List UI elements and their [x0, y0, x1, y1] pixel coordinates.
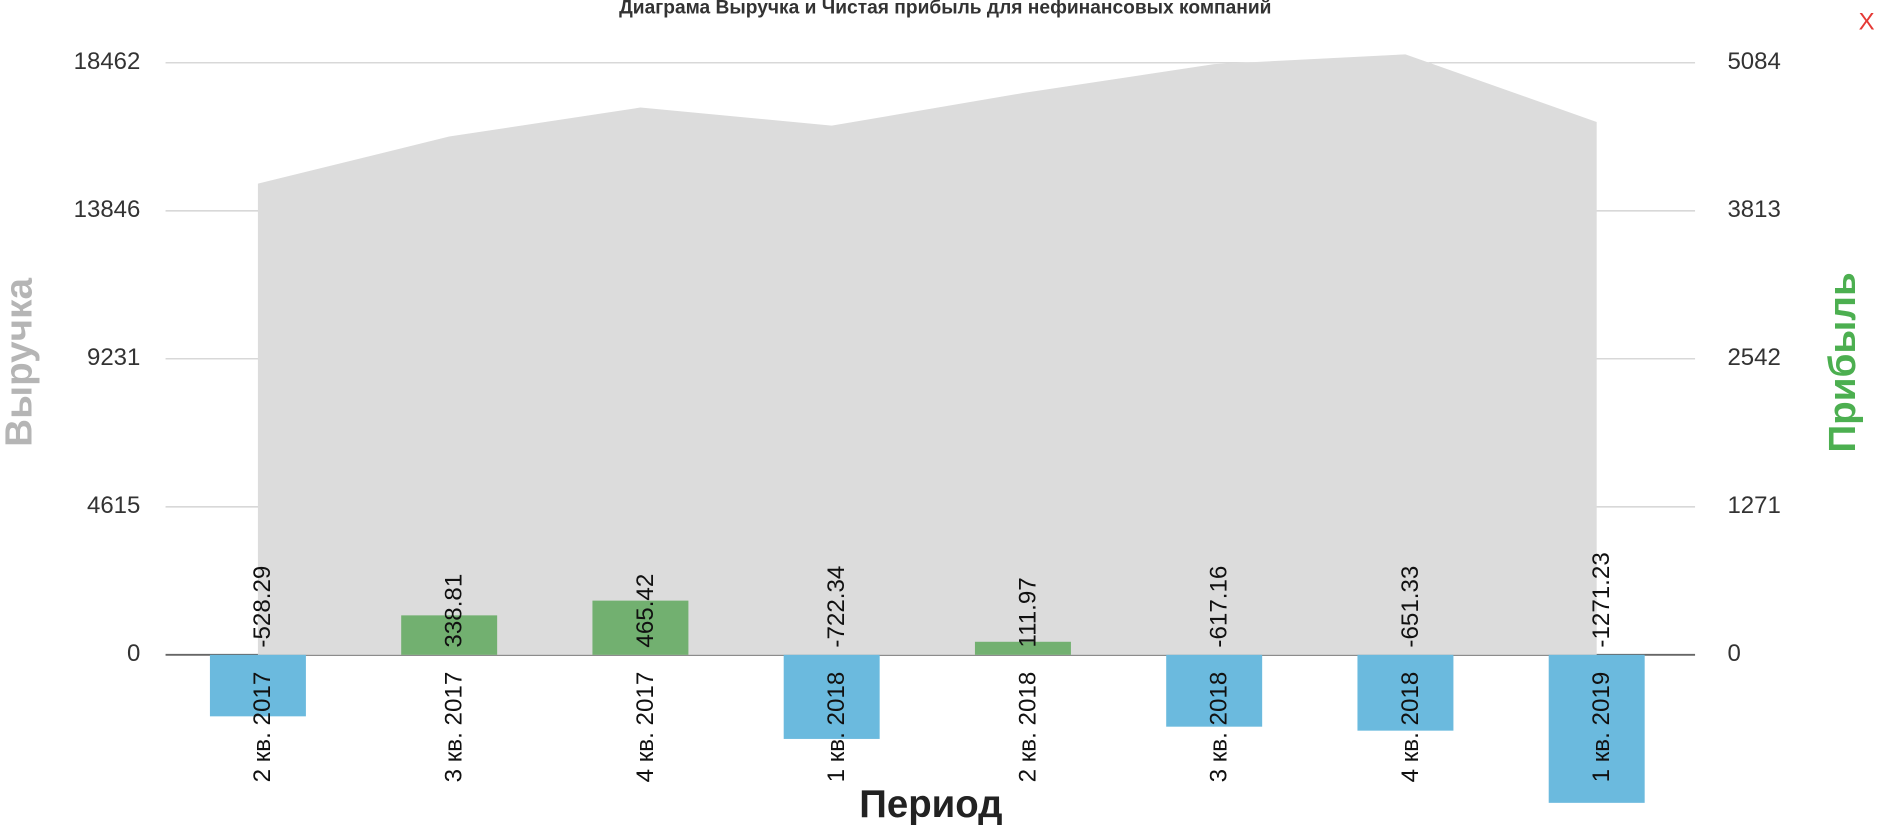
x-tick-label: 3 кв. 2018	[1206, 672, 1233, 783]
labels: 0 4615 9231 13846 18462 0 1271 2542 3813 5084 -528…	[74, 48, 1781, 782]
y-tick-label: 0	[127, 640, 140, 667]
chart-title: Диаграма Выручка и Чистая прибыль для не…	[619, 0, 1271, 19]
close-button[interactable]: X	[1859, 8, 1875, 35]
y-tick-label: 9231	[87, 344, 140, 371]
bar	[974, 641, 1071, 655]
data-label: -617.16	[1206, 566, 1233, 648]
area-layer	[257, 54, 1597, 655]
y2-tick-label: 3813	[1727, 196, 1780, 223]
y2-tick-label: 5084	[1727, 48, 1780, 75]
bar	[783, 654, 880, 739]
x-tick-label: 1 кв. 2018	[823, 672, 850, 783]
y-axis-label: Выручка	[0, 277, 41, 446]
y-tick-label: 4615	[87, 492, 140, 519]
bar	[209, 654, 306, 717]
data-label: 338.81	[441, 574, 468, 648]
y2-tick-label: 1271	[1727, 492, 1780, 519]
data-label: -651.33	[1397, 566, 1424, 648]
bar	[1548, 654, 1645, 803]
bar	[1357, 654, 1454, 731]
x-tick-label: 2 кв. 2018	[1014, 672, 1041, 783]
x-tick-label: 1 кв. 2019	[1588, 672, 1615, 783]
y-tick-label: 13846	[74, 196, 141, 223]
x-tick-label: 3 кв. 2017	[441, 672, 468, 783]
area	[257, 54, 1597, 655]
data-label: -1271.23	[1588, 552, 1615, 647]
y-tick-label: 18462	[74, 48, 141, 75]
x-tick-label: 4 кв. 2018	[1397, 672, 1424, 783]
x-tick-label: 2 кв. 2017	[249, 672, 276, 783]
data-label: -722.34	[823, 566, 850, 648]
bar	[401, 615, 498, 655]
y2-tick-label: 2542	[1727, 344, 1780, 371]
data-label: 465.42	[632, 574, 659, 648]
data-label: 111.97	[1014, 577, 1041, 647]
data-label: -528.29	[249, 566, 276, 648]
y2-axis-label: Прибыль	[1821, 272, 1864, 452]
bar-layer	[209, 600, 1645, 803]
y2-tick-label: 0	[1727, 640, 1740, 667]
bar	[1166, 654, 1263, 727]
x-tick-label: 4 кв. 2017	[632, 672, 659, 783]
x-axis-label: Период	[859, 783, 1002, 826]
bar	[592, 600, 689, 655]
